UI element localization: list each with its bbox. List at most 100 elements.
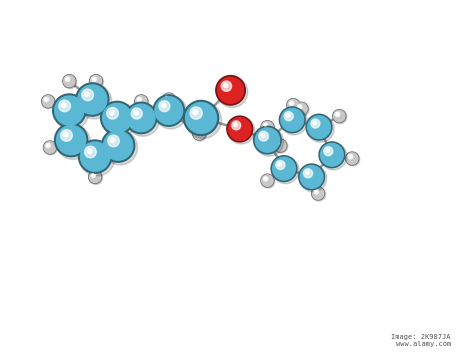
Circle shape [217, 77, 248, 108]
Circle shape [306, 114, 332, 140]
Circle shape [288, 99, 299, 111]
Circle shape [196, 131, 198, 132]
Circle shape [193, 127, 206, 140]
Circle shape [162, 103, 166, 108]
Circle shape [87, 149, 92, 153]
Circle shape [296, 103, 307, 114]
Circle shape [46, 143, 50, 148]
Circle shape [312, 188, 324, 199]
Circle shape [91, 173, 96, 177]
Circle shape [227, 116, 253, 142]
Circle shape [82, 89, 93, 101]
Circle shape [135, 95, 149, 109]
Circle shape [65, 77, 70, 82]
Circle shape [228, 117, 255, 144]
Circle shape [102, 103, 132, 133]
Circle shape [159, 101, 170, 112]
Circle shape [346, 152, 360, 166]
Circle shape [103, 131, 133, 160]
Circle shape [271, 156, 297, 182]
Circle shape [333, 110, 346, 122]
Circle shape [306, 171, 309, 175]
Circle shape [100, 101, 134, 134]
Circle shape [136, 96, 147, 107]
Circle shape [234, 123, 237, 127]
Circle shape [276, 161, 285, 170]
Circle shape [274, 139, 287, 152]
Circle shape [85, 146, 96, 158]
Circle shape [311, 187, 325, 200]
Circle shape [224, 83, 228, 88]
Circle shape [315, 190, 317, 192]
Circle shape [155, 97, 182, 124]
Circle shape [90, 171, 101, 183]
Circle shape [221, 81, 232, 91]
Circle shape [90, 75, 102, 88]
Circle shape [128, 104, 155, 132]
Circle shape [59, 100, 71, 112]
Circle shape [186, 102, 217, 133]
Circle shape [254, 126, 281, 154]
Circle shape [298, 105, 302, 109]
Circle shape [93, 78, 95, 80]
Circle shape [43, 96, 54, 107]
Circle shape [346, 152, 359, 165]
Circle shape [64, 132, 68, 137]
Circle shape [44, 142, 57, 155]
Circle shape [92, 77, 97, 82]
Circle shape [64, 75, 75, 87]
Circle shape [108, 135, 119, 147]
Circle shape [195, 130, 200, 134]
Circle shape [89, 171, 103, 184]
Circle shape [274, 140, 288, 153]
Circle shape [127, 103, 159, 136]
Circle shape [77, 84, 112, 119]
Circle shape [295, 102, 308, 115]
Circle shape [334, 111, 345, 122]
Circle shape [311, 119, 320, 128]
Circle shape [193, 128, 207, 141]
Circle shape [131, 108, 142, 119]
Circle shape [153, 95, 184, 126]
Circle shape [44, 141, 56, 154]
Circle shape [274, 140, 286, 151]
Circle shape [216, 76, 245, 105]
Circle shape [91, 75, 102, 87]
Circle shape [44, 142, 55, 153]
Circle shape [280, 108, 307, 135]
Circle shape [287, 99, 300, 112]
Circle shape [166, 96, 168, 98]
Circle shape [63, 75, 76, 88]
Circle shape [193, 128, 205, 139]
Circle shape [110, 138, 115, 143]
Circle shape [299, 106, 300, 107]
Circle shape [261, 175, 275, 188]
Circle shape [261, 174, 274, 187]
Text: Image: 2K987JA
www.alamy.com: Image: 2K987JA www.alamy.com [391, 334, 451, 347]
Circle shape [295, 103, 309, 116]
Circle shape [324, 147, 333, 156]
Circle shape [78, 85, 107, 114]
Circle shape [348, 155, 353, 159]
Circle shape [45, 98, 47, 100]
Circle shape [320, 144, 343, 166]
Circle shape [326, 149, 329, 152]
Circle shape [303, 169, 312, 178]
Circle shape [135, 95, 147, 108]
Circle shape [103, 130, 137, 165]
Circle shape [47, 144, 49, 146]
Circle shape [134, 111, 138, 115]
Circle shape [89, 170, 101, 183]
Circle shape [261, 121, 275, 135]
Circle shape [313, 121, 317, 125]
Circle shape [61, 130, 73, 141]
Circle shape [92, 174, 94, 176]
Circle shape [320, 143, 347, 170]
Circle shape [165, 95, 169, 100]
Circle shape [109, 110, 114, 115]
Circle shape [312, 188, 326, 201]
Circle shape [185, 102, 221, 138]
Circle shape [314, 189, 319, 194]
Circle shape [261, 133, 265, 137]
Circle shape [79, 140, 112, 173]
